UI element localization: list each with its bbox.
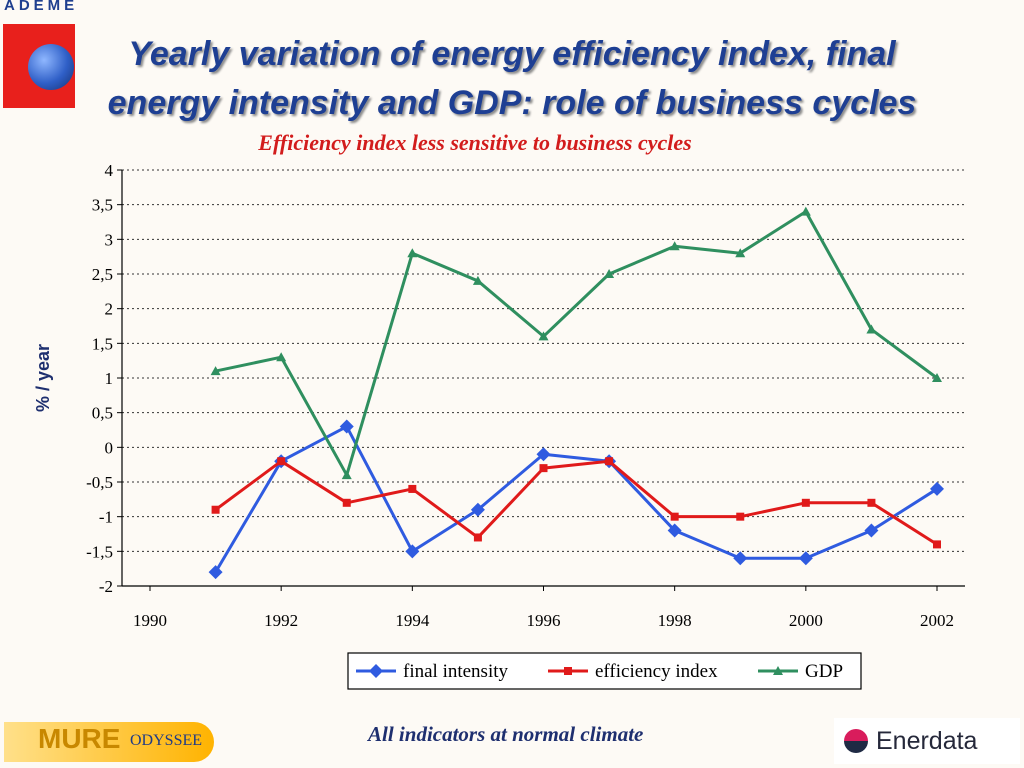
x-tick-label: 1998	[658, 611, 692, 630]
enerdata-mark-icon	[844, 729, 868, 753]
y-tick-label: 4	[105, 161, 114, 180]
data-point-efficiency-index	[801, 498, 810, 507]
x-tick-label: 1996	[527, 611, 561, 630]
data-point-final-intensity	[208, 565, 223, 580]
series-line-gdp	[215, 210, 938, 477]
data-point-final-intensity	[470, 502, 485, 517]
y-tick-label: 1,5	[92, 334, 113, 353]
title-line-1: Yearly variation of energy efficiency in…	[128, 35, 896, 73]
data-point-final-intensity	[733, 551, 748, 566]
y-tick-label: 2,5	[92, 265, 113, 284]
data-point-efficiency-index	[342, 498, 351, 507]
data-point-efficiency-index	[670, 512, 679, 521]
data-point-efficiency-index	[867, 498, 876, 507]
legend: final intensity efficiency index GDP	[347, 652, 862, 690]
mure-odyssee-logo: MURE ODYSSEE	[4, 722, 214, 762]
data-point-final-intensity	[864, 523, 879, 538]
data-point-gdp	[735, 248, 746, 258]
data-point-final-intensity	[405, 544, 420, 559]
x-tick-label: 2002	[920, 611, 954, 630]
data-point-efficiency-index	[408, 484, 417, 493]
mure-logo-text: MURE	[38, 723, 121, 754]
data-point-efficiency-index	[539, 464, 548, 473]
y-tick-label: -2	[99, 577, 113, 596]
ademe-logo-text: ADEME	[4, 0, 79, 14]
data-point-gdp	[341, 470, 352, 480]
data-point-gdp	[932, 373, 942, 382]
data-point-efficiency-index	[277, 457, 286, 466]
data-point-gdp	[472, 275, 483, 285]
y-tick-label: 0	[105, 438, 114, 457]
series-lines	[208, 206, 944, 580]
chart-subtitle: Efficiency index less sensitive to busin…	[258, 130, 692, 155]
series-line-efficiency-index	[214, 459, 938, 546]
data-point-efficiency-index	[736, 512, 745, 521]
y-tick-label: 2	[105, 300, 114, 319]
y-tick-label: 0,5	[92, 404, 113, 423]
legend-label: efficiency index	[595, 661, 718, 682]
data-point-gdp	[800, 206, 811, 216]
y-tick-label: 3	[105, 230, 114, 249]
x-tick-label: 1994	[395, 611, 430, 630]
y-tick-label: -0,5	[86, 473, 113, 492]
x-tick-label: 1992	[264, 611, 298, 630]
enerdata-logo-text: Enerdata	[876, 727, 978, 755]
data-point-efficiency-index	[473, 533, 482, 542]
enerdata-logo: Enerdata	[834, 718, 1020, 764]
y-tick-label: 1	[105, 369, 114, 388]
data-point-gdp	[866, 324, 877, 334]
data-point-gdp	[538, 331, 549, 341]
data-point-gdp	[407, 248, 418, 258]
legend-marker	[773, 666, 783, 675]
y-axis-label: % / year	[33, 344, 53, 412]
axes: 4 3,5 3 2,5 2 1,5 1 0,5 0 -0,5 -1 -1,5 -2 1990 1992 199…	[86, 161, 965, 630]
globe-icon	[28, 44, 74, 90]
data-point-efficiency-index	[933, 540, 941, 549]
series-line-final-intensity	[214, 425, 938, 573]
grid-lines	[122, 169, 965, 587]
y-tick-label: 3,5	[92, 196, 113, 215]
data-point-efficiency-index	[211, 505, 220, 514]
data-point-gdp	[210, 366, 221, 376]
data-point-final-intensity	[536, 447, 551, 462]
data-point-efficiency-index	[605, 457, 614, 466]
title-line-2: energy intensity and GDP: role of busine…	[107, 84, 917, 122]
footer-note: All indicators at normal climate	[368, 722, 644, 746]
y-tick-label: -1,5	[86, 542, 113, 561]
x-tick-label: 2000	[789, 611, 823, 630]
data-point-final-intensity	[930, 481, 944, 496]
x-tick-label: 1990	[133, 611, 167, 630]
data-point-final-intensity	[798, 551, 813, 566]
legend-label: GDP	[805, 661, 843, 682]
data-point-gdp	[669, 241, 680, 251]
legend-marker	[564, 667, 572, 675]
data-point-final-intensity	[667, 523, 682, 538]
data-point-gdp	[276, 352, 287, 362]
data-point-gdp	[604, 269, 615, 278]
odyssee-logo-text: ODYSSEE	[130, 732, 203, 749]
legend-marker	[369, 664, 383, 678]
page-title: Yearly variation of energy efficiency in…	[0, 30, 1024, 128]
y-tick-label: -1	[99, 508, 113, 527]
line-chart: 4 3,5 3 2,5 2 1,5 1 0,5 0 -0,5 -1 -1,5 -2 1990 1992 199…	[33, 161, 965, 690]
legend-label: final intensity	[403, 661, 509, 682]
data-point-final-intensity	[339, 419, 354, 434]
